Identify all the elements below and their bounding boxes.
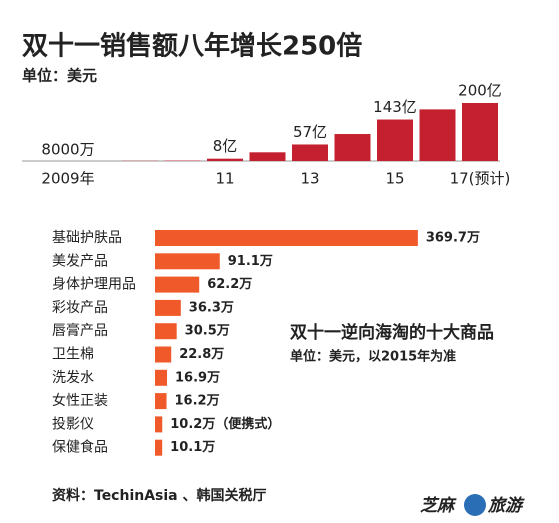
value-label: 62.2万 (207, 277, 252, 292)
y-tick-label: 彩妆产品 (52, 300, 108, 316)
bar (207, 158, 243, 161)
sub-unit: 单位：美元，以2015年为准 (290, 349, 456, 365)
watermark: 芝麻 (420, 496, 457, 516)
value-label: 57亿 (293, 123, 327, 141)
bar (155, 276, 200, 293)
bar (249, 152, 286, 161)
value-label: 369.7万 (426, 231, 480, 246)
bar (462, 103, 498, 161)
y-tick-label: 美发产品 (52, 253, 108, 269)
bar (292, 144, 328, 161)
bar (155, 439, 163, 456)
bar (155, 346, 172, 363)
value-label: 200亿 (458, 82, 502, 100)
sub-title: 双十一逆向海淘的十大商品 (290, 322, 494, 343)
x-tick-label: 15 (385, 170, 404, 188)
bar (155, 369, 168, 386)
watermark-icon (464, 494, 486, 516)
y-tick-label: 保健食品 (52, 439, 108, 456)
y-tick-label: 身体护理用品 (52, 277, 136, 293)
main-title: 双十一销售额八年增长250倍 (22, 31, 362, 62)
bar (377, 119, 413, 161)
source: 资料：TechinAsia 、韩国关税厅 (52, 487, 267, 504)
bar (155, 323, 177, 340)
x-tick-label: 17(预计) (450, 170, 511, 188)
y-tick-label: 洗发水 (52, 370, 94, 386)
value-label: 16.9万 (175, 370, 220, 385)
y-tick-label: 投影仪 (52, 416, 94, 432)
value-label: 36.3万 (189, 300, 234, 315)
value-label: 8000万 (41, 141, 94, 159)
y-tick-label: 卫生棉 (52, 346, 94, 363)
bar (334, 134, 371, 161)
bar (155, 416, 163, 433)
bar (155, 299, 181, 316)
bar (155, 393, 167, 410)
bar (155, 230, 418, 246)
y-tick-label: 基础护肤品 (52, 229, 122, 246)
x-tick-label: 11 (215, 170, 234, 188)
bar (155, 253, 220, 270)
x-tick-label: 2009年 (41, 170, 94, 188)
value-label: 91.1万 (228, 254, 273, 269)
value-label: 30.5万 (185, 324, 230, 339)
y-tick-label: 唇膏产品 (52, 322, 108, 339)
value-label: 16.2万 (175, 394, 220, 409)
unit-label: 单位：美元 (22, 67, 97, 85)
y-tick-label: 女性正装 (52, 392, 108, 409)
x-tick-label: 13 (300, 170, 319, 188)
bar (419, 109, 456, 161)
value-label: 8亿 (213, 137, 238, 155)
value-label: 22.8万 (179, 347, 224, 362)
value-label: 10.1万 (170, 440, 215, 455)
watermark: 旅游 (487, 496, 525, 516)
value-label: 10.2万（便携式） (170, 416, 280, 432)
value-label: 143亿 (373, 98, 417, 116)
